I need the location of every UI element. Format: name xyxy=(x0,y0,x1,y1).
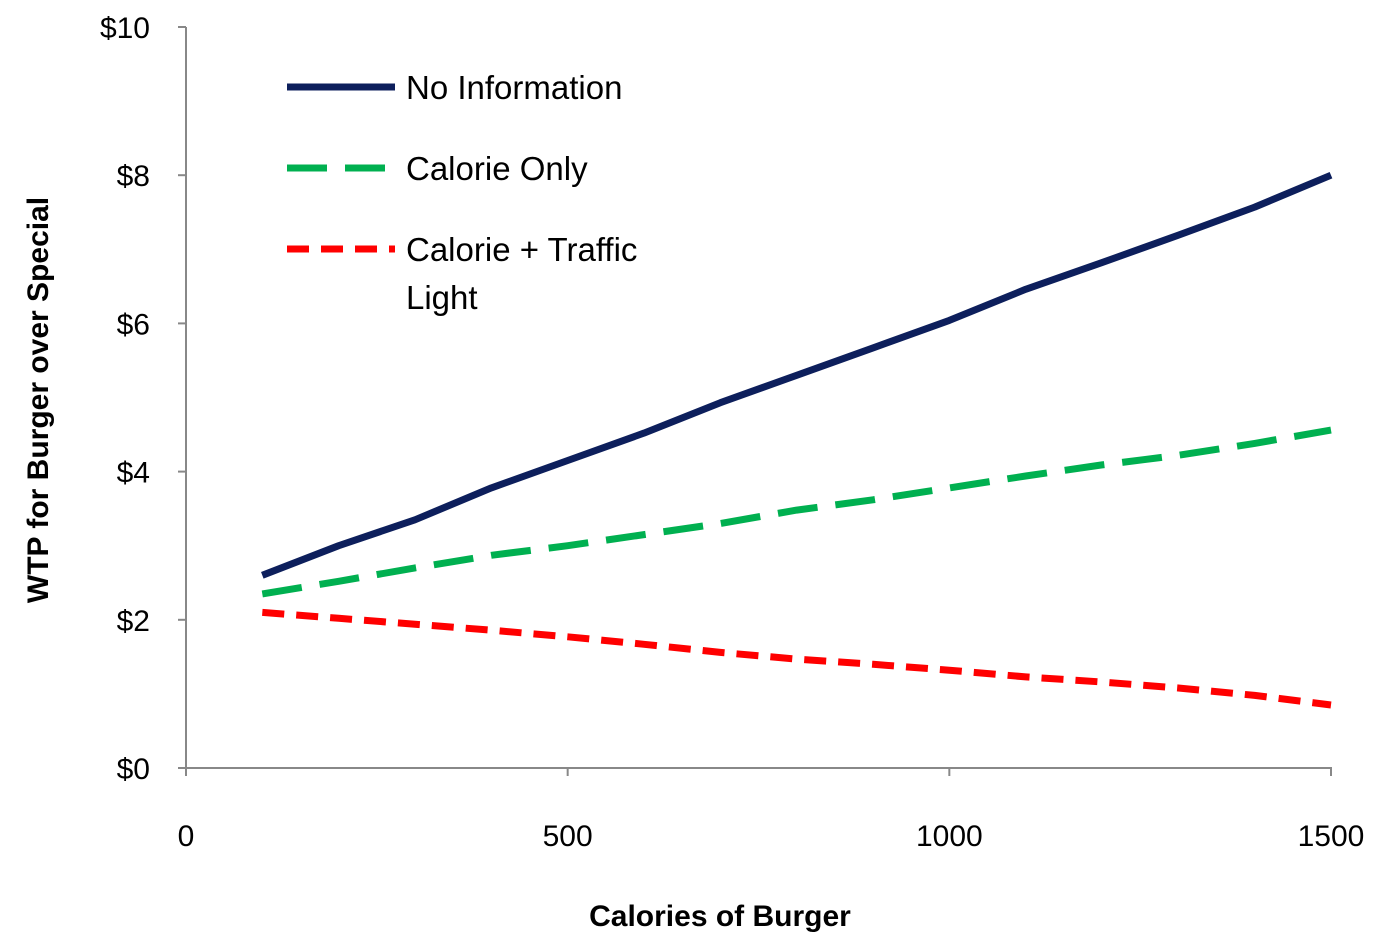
x-tick-label: 1000 xyxy=(916,820,983,853)
axes: $0 $2 $4 $6 $8 $10 0 500 1000 1500 xyxy=(100,12,1364,853)
legend-label-2: Calorie Only xyxy=(406,150,588,187)
series-line-3 xyxy=(262,608,1332,709)
legend-label-3: Calorie + Traffic xyxy=(406,231,637,268)
x-tick-label: 500 xyxy=(543,820,593,853)
legend: No Information Calorie Only Calorie + Traf… xyxy=(287,69,637,316)
legend-label-3: Light xyxy=(406,279,478,316)
y-tick-label: $0 xyxy=(117,753,150,786)
legend-label-1: No Information xyxy=(406,69,622,106)
x-axis-title: Calories of Burger xyxy=(589,900,851,933)
y-tick-label: $8 xyxy=(117,160,150,193)
series-layer xyxy=(261,171,1333,709)
y-tick-label: $4 xyxy=(117,457,150,490)
y-tick-label: $2 xyxy=(117,605,150,638)
y-tick-label: $10 xyxy=(100,12,150,45)
x-tick-label: 0 xyxy=(178,820,195,853)
y-tick-label: $6 xyxy=(117,308,150,341)
series-line-1 xyxy=(261,171,1333,579)
series-line-2 xyxy=(261,426,1332,598)
y-axis-title: WTP for Burger over Special xyxy=(22,197,55,603)
x-tick-label: 1500 xyxy=(1298,820,1365,853)
